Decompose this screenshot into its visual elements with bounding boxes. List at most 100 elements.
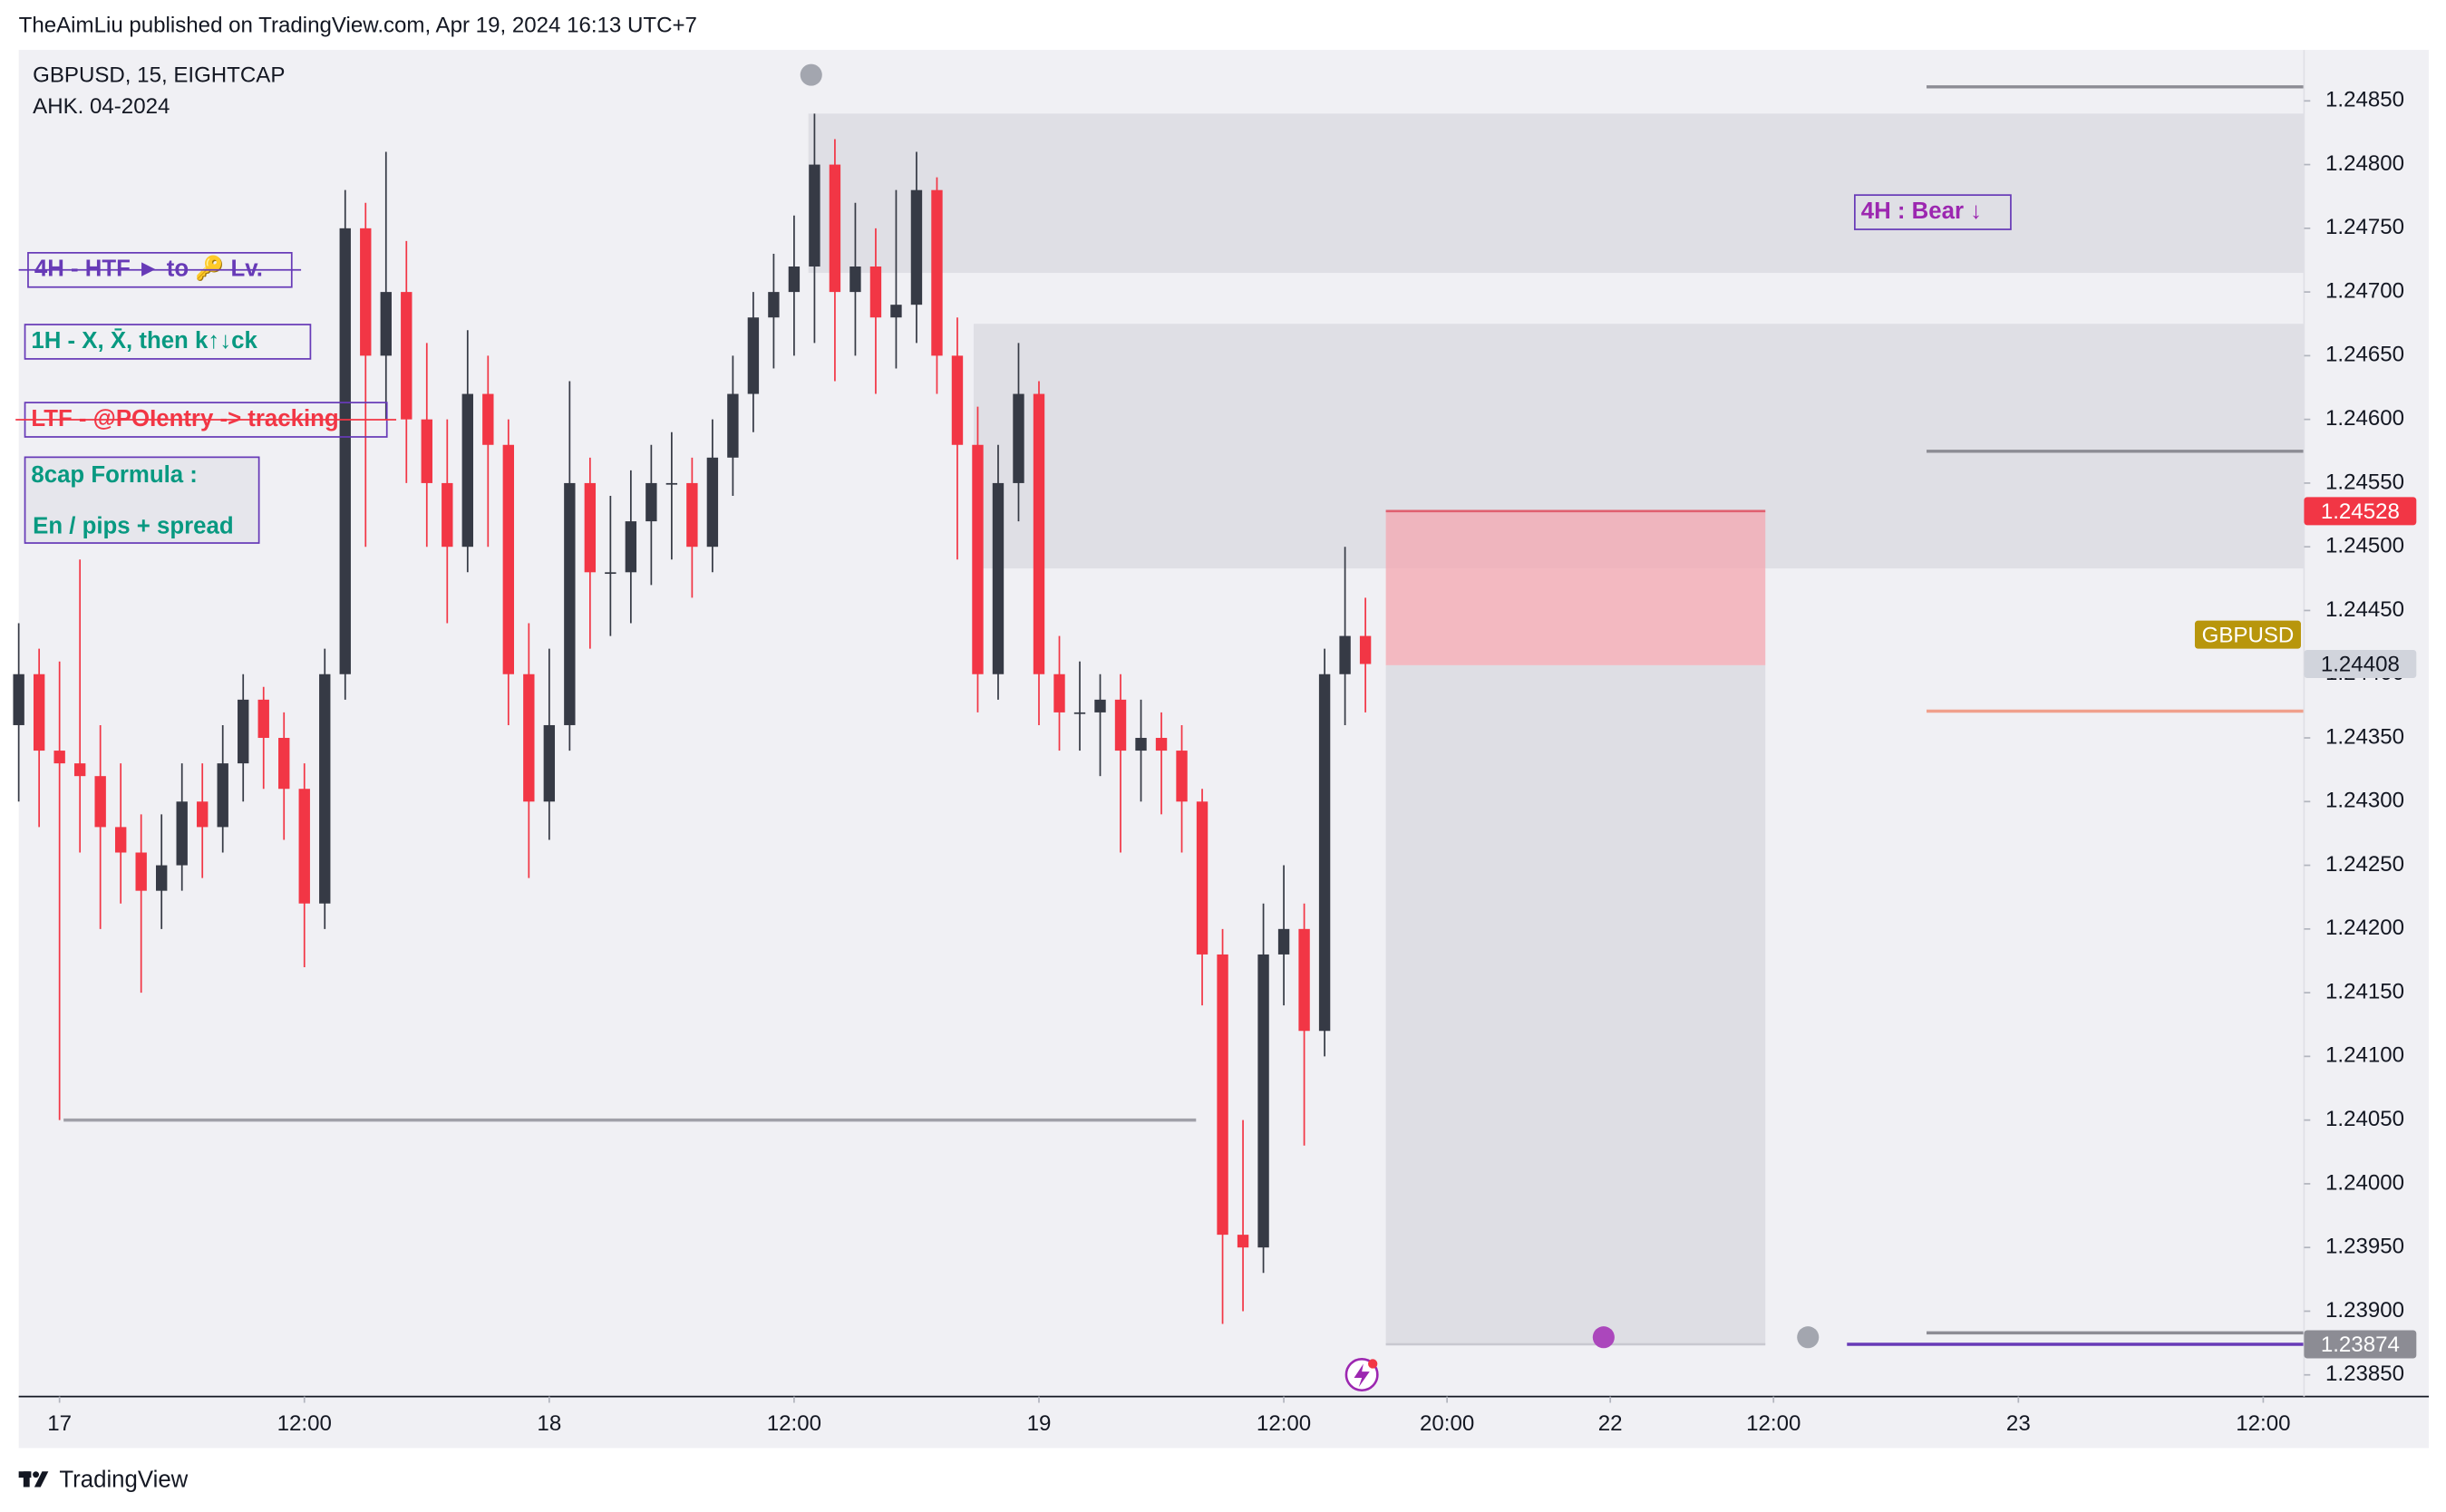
price-label: 1.24408 — [2321, 653, 2400, 677]
chart-title: GBPUSD, 15, EIGHTCAP — [33, 63, 285, 88]
candle-body — [972, 444, 984, 674]
price-label-box — [2194, 620, 2301, 649]
x-tick-label: 12:00 — [277, 1411, 332, 1436]
candle-body — [564, 482, 576, 725]
candle-body — [421, 419, 432, 483]
candle-body — [829, 164, 841, 293]
candle-body — [788, 267, 801, 293]
candle-body — [992, 482, 1005, 674]
price-label: 1.23874 — [2321, 1333, 2400, 1357]
candle-body — [931, 189, 943, 356]
candle-body — [747, 317, 760, 394]
candle-body — [1176, 751, 1188, 802]
candle-body — [1013, 393, 1024, 483]
candle-body — [217, 763, 228, 828]
candle-body — [401, 292, 413, 420]
annotation: 8cap Formula : — [31, 462, 197, 488]
candle-body — [33, 674, 45, 751]
candle-body — [686, 482, 698, 548]
y-tick-label: 1.24000 — [2325, 1170, 2404, 1195]
annotation: 4H - HTF ► to 🔑 Lv. — [34, 254, 263, 283]
x-tick-label: 12:00 — [1257, 1411, 1311, 1436]
candle-body — [1155, 738, 1168, 751]
candle-body — [1237, 1235, 1249, 1248]
candle-body — [298, 789, 310, 904]
y-tick-label: 1.23850 — [2325, 1362, 2404, 1386]
y-tick-label: 1.24600 — [2325, 406, 2404, 431]
candle-body — [339, 228, 351, 674]
candle-body — [257, 699, 269, 739]
y-tick-label: 1.24550 — [2325, 470, 2404, 494]
candle-body — [73, 763, 86, 777]
price-label-box — [2304, 497, 2417, 526]
candle-body — [238, 699, 249, 764]
y-tick-label: 1.24150 — [2325, 979, 2404, 1003]
annotation: 1H - X, X̄, then k↑↓ck — [31, 327, 257, 354]
candle-body — [461, 393, 473, 548]
annotation-box — [1854, 194, 2012, 230]
candle-body — [1298, 928, 1310, 1032]
event-marker[interactable] — [1797, 1326, 1820, 1349]
y-tick-label: 1.23950 — [2325, 1235, 2404, 1259]
y-tick-label: 1.24050 — [2325, 1107, 2404, 1131]
y-tick-label: 1.24650 — [2325, 343, 2404, 367]
position-risk — [1385, 510, 1766, 665]
candle-body — [13, 674, 24, 725]
x-tick-label: 17 — [47, 1411, 72, 1436]
candle-body — [176, 801, 188, 866]
price-label-box — [2304, 650, 2417, 678]
candle-body — [1053, 674, 1065, 712]
candle-body — [197, 801, 209, 828]
candle-body — [768, 292, 780, 318]
y-tick-label: 1.23900 — [2325, 1298, 2404, 1323]
y-tick-label: 1.24450 — [2325, 597, 2404, 622]
candle-body — [114, 827, 127, 853]
x-tick-label: 22 — [1598, 1411, 1623, 1436]
candle-body — [910, 189, 923, 305]
candle-body — [502, 444, 515, 674]
y-tick-label: 1.24300 — [2325, 789, 2404, 813]
y-tick-label: 1.24100 — [2325, 1043, 2404, 1068]
y-tick-label: 1.24500 — [2325, 534, 2404, 558]
candle-body — [1339, 635, 1351, 674]
annotation-box — [24, 324, 312, 360]
candle-body — [135, 852, 147, 891]
y-tick-label: 1.24750 — [2325, 215, 2404, 239]
candle-body — [605, 572, 616, 575]
candle-body — [278, 738, 290, 790]
candle-body — [380, 292, 392, 356]
y-tick-label: 1.24850 — [2325, 88, 2404, 112]
candle-body — [890, 305, 902, 318]
candle-body — [1073, 712, 1086, 714]
candle-body — [951, 355, 964, 445]
y-tick-label: 1.24350 — [2325, 724, 2404, 749]
candle-body — [849, 267, 861, 293]
candle-body — [523, 674, 535, 802]
event-marker[interactable] — [1592, 1326, 1615, 1349]
candle-body — [360, 228, 372, 356]
candle-body — [584, 482, 597, 573]
candle-body — [1217, 954, 1228, 1236]
annotation-box — [24, 456, 260, 544]
x-tick-label: 12:00 — [2236, 1411, 2290, 1436]
y-tick-label: 1.24200 — [2325, 916, 2404, 940]
plot-layer — [13, 85, 2305, 1346]
event-marker[interactable] — [800, 63, 822, 86]
candle-body — [442, 482, 453, 548]
candle-body — [1277, 928, 1290, 955]
earnings-icon[interactable] — [1344, 1358, 1379, 1392]
candle-body — [543, 724, 556, 802]
candle-body — [1135, 738, 1147, 751]
zone — [808, 113, 2305, 274]
y-tick-label: 1.24250 — [2325, 852, 2404, 877]
x-tick-label: 12:00 — [1746, 1411, 1801, 1436]
price-label: GBPUSD — [2202, 623, 2295, 647]
brand: TradingView — [59, 1467, 188, 1492]
candle-body — [1359, 635, 1372, 664]
annotation: LTF - @POIentry -> tracking — [31, 406, 338, 431]
candle-body — [482, 393, 494, 445]
candle-body — [156, 865, 168, 891]
x-tick-label: 12:00 — [767, 1411, 821, 1436]
